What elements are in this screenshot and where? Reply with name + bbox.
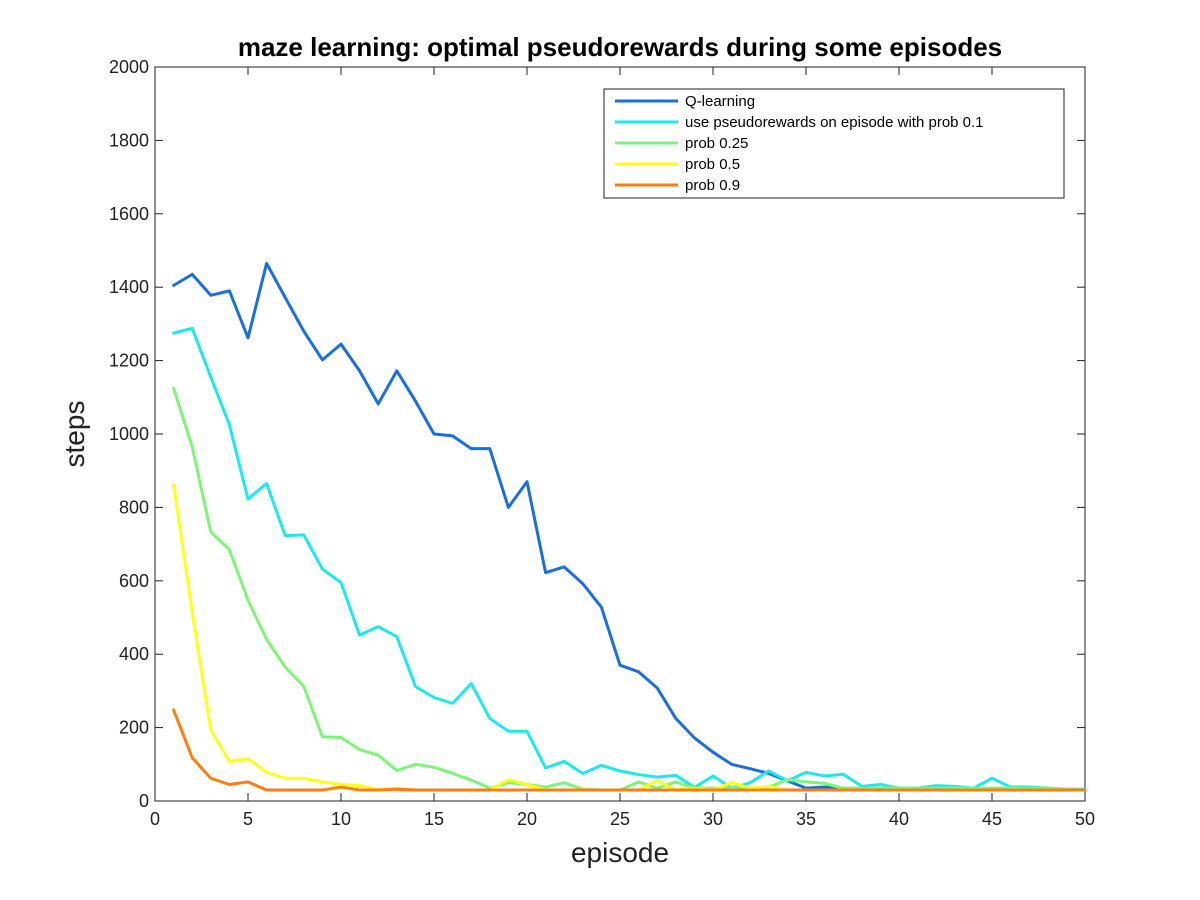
x-tick-label: 15	[424, 809, 444, 829]
legend: Q-learning use pseudorewards on episode w…	[603, 88, 1065, 199]
x-tick-label: 40	[889, 809, 909, 829]
legend-box	[603, 88, 1065, 199]
x-tick-label: 25	[610, 809, 630, 829]
y-tick-label: 400	[119, 644, 149, 664]
x-tick-label: 50	[1075, 809, 1095, 829]
y-tick-label: 600	[119, 571, 149, 591]
y-tick-label: 1600	[109, 204, 149, 224]
y-tick-label: 0	[139, 791, 149, 811]
y-tick-label: 2000	[109, 57, 149, 77]
x-tick-label: 35	[796, 809, 816, 829]
y-tick-label: 1200	[109, 351, 149, 371]
y-tick-label: 200	[119, 718, 149, 738]
legend-entry-label: use pseudorewards on episode with prob 0…	[685, 114, 984, 131]
y-tick-label: 1800	[109, 130, 149, 150]
legend-entry-label: prob 0.5	[685, 156, 740, 173]
y-axis-label: steps	[59, 401, 90, 468]
x-tick-label: 0	[150, 809, 160, 829]
y-tick-label: 800	[119, 497, 149, 517]
series-line-1	[172, 326, 1087, 791]
x-tick-label: 10	[331, 809, 351, 829]
x-axis-label: episode	[571, 837, 669, 868]
legend-entry-label: prob 0.9	[685, 177, 740, 194]
x-tick-label: 20	[517, 809, 537, 829]
series-lines	[172, 261, 1087, 792]
legend-entry-label: Q-learning	[685, 93, 755, 110]
ticks: 0 5 10 15 20 25 30 35 40 45 50 0 200 400 600 800 1000 120…	[109, 57, 1095, 829]
chart-title: maze learning: optimal pseudorewards dur…	[238, 32, 1002, 62]
series-line-2	[172, 386, 1087, 792]
y-tick-label: 1000	[109, 424, 149, 444]
legend-entry-label: prob 0.25	[685, 135, 748, 152]
x-tick-label: 45	[982, 809, 1002, 829]
y-tick-label: 1400	[109, 277, 149, 297]
series-line-4	[172, 708, 1087, 792]
x-tick-label: 5	[243, 809, 253, 829]
x-tick-label: 30	[703, 809, 723, 829]
